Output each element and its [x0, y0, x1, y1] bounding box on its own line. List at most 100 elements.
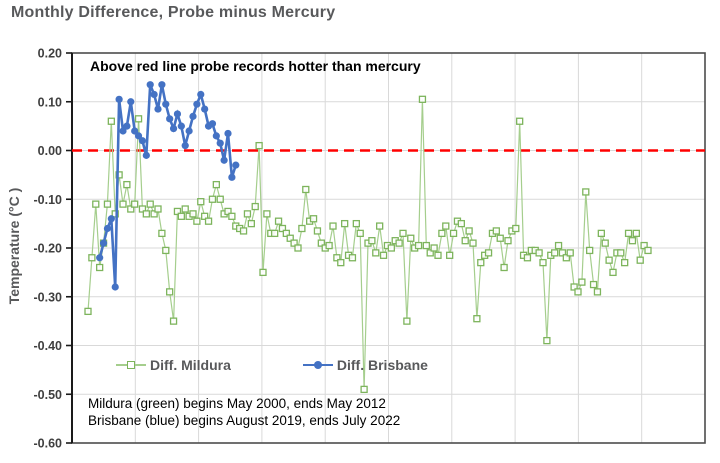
data-point-marker — [127, 205, 135, 213]
data-point-marker — [407, 234, 415, 242]
data-point-marker — [197, 198, 205, 206]
data-point-marker — [92, 200, 100, 208]
data-point-marker — [317, 239, 325, 247]
data-point-marker — [212, 180, 220, 189]
data-point-marker — [484, 249, 493, 257]
data-point-marker — [169, 317, 178, 325]
data-point-marker — [115, 95, 123, 103]
data-point-marker — [96, 254, 104, 262]
data-point-marker — [621, 258, 629, 267]
data-point-marker — [597, 229, 605, 238]
data-point-marker — [457, 219, 465, 228]
data-point-marker — [372, 249, 380, 257]
data-point-marker — [142, 210, 150, 218]
data-point-marker — [111, 210, 119, 218]
data-point-marker — [282, 229, 290, 238]
data-point-marker — [131, 200, 139, 208]
data-point-marker — [329, 222, 337, 230]
data-point-marker — [589, 280, 598, 289]
data-point-marker — [224, 207, 232, 216]
data-point-marker — [558, 249, 567, 257]
data-point-marker — [492, 227, 500, 235]
data-point-marker — [609, 268, 617, 277]
data-point-marker — [208, 120, 217, 128]
data-point-marker — [500, 263, 508, 272]
chart-legend: Diff. Mildura Diff. Brisbane — [116, 357, 428, 373]
data-point-marker — [298, 224, 306, 233]
data-point-marker — [123, 122, 131, 130]
data-point-marker — [166, 115, 174, 123]
data-point-marker — [173, 207, 182, 216]
data-point-marker — [461, 237, 469, 245]
data-point-marker — [274, 217, 283, 225]
data-point-marker — [554, 241, 563, 250]
data-point-marker — [512, 224, 520, 233]
data-point-marker — [578, 278, 586, 286]
data-point-marker — [442, 222, 450, 230]
legend-label-mildura: Diff. Mildura — [150, 357, 231, 373]
data-point-marker — [204, 217, 213, 225]
data-point-marker — [127, 98, 135, 106]
data-point-marker — [477, 258, 485, 267]
data-point-marker — [208, 195, 217, 203]
y-tick-label: -0.30 — [34, 290, 63, 304]
data-point-marker — [243, 210, 252, 218]
data-point-marker — [582, 188, 590, 196]
data-point-marker — [259, 268, 267, 277]
data-point-marker — [247, 219, 255, 228]
mildura-series-swatch-icon — [116, 359, 146, 371]
data-point-marker — [640, 241, 648, 250]
data-point-marker — [395, 239, 403, 247]
data-point-marker — [88, 254, 96, 262]
data-point-marker — [496, 234, 504, 242]
data-point-marker — [150, 90, 158, 99]
data-point-marker — [543, 336, 551, 345]
data-point-marker — [617, 249, 625, 257]
data-point-marker — [632, 229, 640, 238]
data-point-marker — [150, 210, 158, 218]
data-point-marker — [325, 241, 333, 250]
data-point-marker — [107, 117, 115, 125]
y-axis — [66, 52, 73, 444]
data-point-marker — [84, 307, 92, 316]
data-point-marker — [228, 173, 236, 181]
data-point-marker — [201, 212, 209, 220]
data-point-marker — [146, 81, 154, 89]
brisbane-series-swatch-icon — [302, 359, 333, 371]
data-point-marker — [278, 224, 287, 233]
data-point-marker — [177, 122, 185, 130]
legend-item-brisbane: Diff. Brisbane — [302, 357, 428, 373]
data-point-marker — [601, 239, 609, 247]
data-point-marker — [644, 246, 652, 255]
data-point-marker — [103, 200, 112, 208]
legend-item-mildura: Diff. Mildura — [116, 357, 231, 373]
chart-title: Monthly Difference, Probe minus Mercury — [11, 4, 336, 21]
data-point-marker — [337, 258, 345, 267]
data-point-marker — [173, 110, 182, 118]
data-point-marker — [119, 127, 127, 135]
data-point-marker — [516, 117, 524, 125]
data-point-marker — [115, 171, 123, 179]
data-point-marker — [418, 95, 427, 103]
data-point-marker — [134, 115, 143, 123]
data-point-marker — [123, 180, 131, 189]
data-point-marker — [368, 237, 376, 245]
data-point-marker — [158, 81, 166, 89]
data-point-marker — [352, 219, 360, 228]
data-point-marker — [302, 185, 310, 194]
data-point-marker — [551, 249, 559, 257]
data-point-marker — [574, 288, 582, 296]
data-point-marker — [177, 212, 185, 220]
data-point-marker — [189, 210, 197, 218]
data-point-marker — [138, 137, 147, 145]
annotation-above-zero-line: Above red line probe records hotter than… — [90, 58, 421, 74]
data-point-marker — [239, 227, 248, 235]
data-point-marker — [628, 237, 637, 245]
data-point-marker — [438, 229, 446, 238]
data-point-marker — [290, 239, 298, 247]
annotation-brisbane-range: Brisbane (blue) begins August 2019, ends… — [88, 413, 401, 428]
data-point-marker — [523, 254, 532, 262]
data-point-marker — [181, 205, 189, 213]
y-tick-label: -0.40 — [34, 339, 63, 353]
